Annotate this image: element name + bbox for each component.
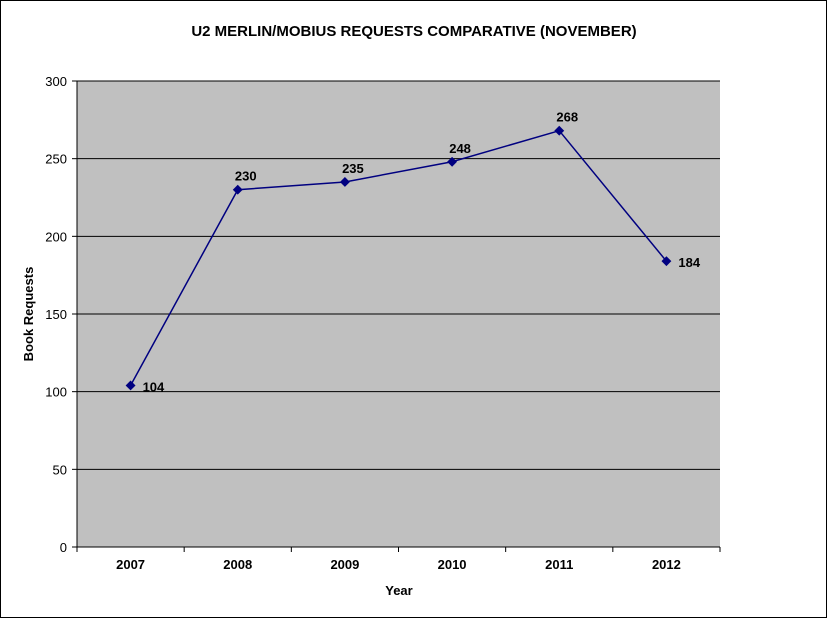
x-axis-title: Year (385, 583, 412, 598)
y-tick-label: 150 (45, 307, 67, 322)
data-label: 248 (449, 141, 471, 156)
data-point-marker (661, 256, 672, 267)
data-label: 184 (678, 255, 700, 270)
series (125, 125, 672, 391)
x-axis-ticks: 2007 2008 2009 2010 2011 2012 (76, 547, 721, 572)
data-label: 104 (143, 379, 165, 394)
data-point-marker (447, 156, 458, 167)
gridlines (77, 80, 720, 470)
data-point-marker (339, 177, 350, 187)
data-point-marker (554, 125, 565, 136)
chart-title: U2 MERLIN/MOBIUS REQUESTS COMPARATIVE (N… (191, 23, 636, 40)
y-tick-label: 100 (45, 385, 67, 400)
y-tick-label: 250 (45, 152, 67, 167)
y-tick-label: 300 (45, 74, 67, 89)
x-tick-label: 2007 (116, 557, 145, 572)
data-label: 268 (556, 110, 578, 125)
x-tick-label: 2012 (652, 557, 681, 572)
data-point-marker (125, 380, 136, 391)
y-tick-label: 50 (53, 462, 67, 477)
data-point-marker (232, 184, 243, 195)
y-tick-label: 0 (60, 540, 67, 555)
series-line (129, 129, 667, 386)
x-tick-label: 2010 (438, 557, 467, 572)
data-label: 235 (342, 161, 364, 176)
x-tick-label: 2008 (223, 557, 252, 572)
data-labels: 104 230 235 248 268 184 (143, 110, 701, 395)
x-tick-label: 2009 (330, 557, 359, 572)
y-axis-title: Book Requests (21, 267, 36, 362)
x-tick-label: 2011 (545, 557, 573, 572)
y-axis-ticks: 0 50 100 150 200 250 300 (45, 74, 77, 555)
data-label: 230 (235, 169, 257, 184)
y-tick-label: 200 (45, 229, 67, 244)
